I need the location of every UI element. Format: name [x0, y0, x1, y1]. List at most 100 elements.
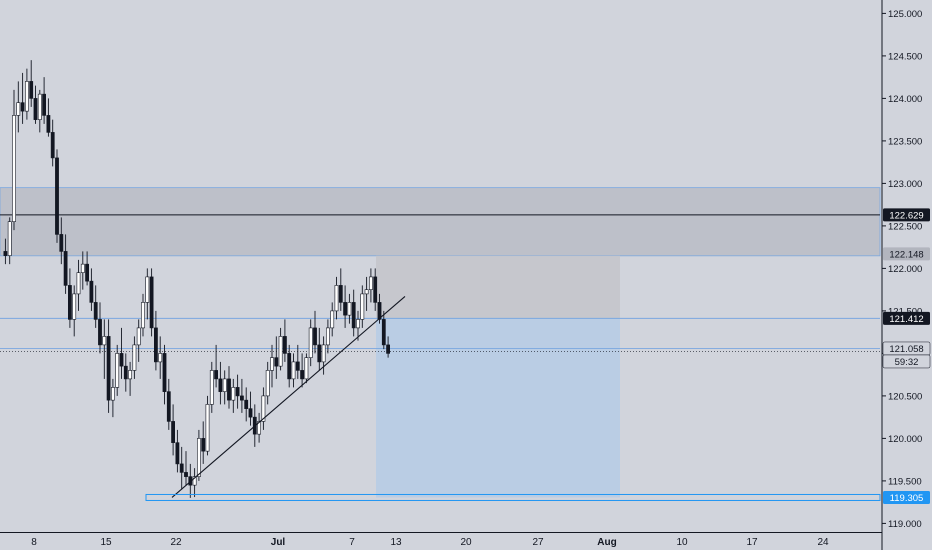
candle [145, 268, 150, 320]
candle [68, 268, 72, 328]
candle-body [287, 353, 292, 380]
candle [197, 429, 201, 481]
price-axis-panel[interactable] [882, 0, 932, 550]
candle [304, 353, 309, 384]
candle-body [12, 115, 16, 222]
candle-body [317, 344, 322, 363]
candle [214, 344, 219, 388]
candles-layer [3, 60, 391, 498]
candle [93, 285, 98, 328]
candle-body [184, 472, 188, 477]
candle-body [33, 98, 38, 120]
candle [244, 387, 249, 422]
candle-body [373, 276, 378, 303]
candle-body [270, 357, 274, 371]
price-label-target: 119.305 [883, 490, 930, 504]
candle-body [235, 387, 240, 397]
candle-body [291, 361, 296, 380]
candle-body [63, 251, 68, 286]
candle [50, 119, 55, 167]
y-tick-label: 120.500 [888, 391, 922, 402]
x-tick-label: 7 [349, 537, 355, 548]
candle [171, 404, 176, 456]
price-label-text: 59:32 [895, 357, 919, 368]
candle-body [179, 463, 184, 473]
candle-body [132, 344, 137, 371]
candle-body [257, 421, 262, 435]
candle-body [356, 319, 360, 329]
price-label-bg [883, 208, 930, 222]
candle-body [175, 442, 180, 465]
candle-body [89, 280, 94, 303]
x-tick-label: Aug [597, 537, 616, 548]
candle-body [93, 302, 98, 320]
candle-body [330, 310, 335, 329]
candle-body [136, 327, 141, 346]
candle [76, 259, 81, 311]
candle [373, 268, 378, 311]
candle-body [102, 336, 107, 346]
candle-body [231, 387, 236, 401]
candle-body [68, 285, 72, 320]
candle-body [295, 361, 300, 371]
candle [313, 310, 317, 354]
trend-line[interactable] [171, 296, 406, 498]
candle [132, 336, 137, 379]
position-target-box[interactable] [376, 318, 620, 498]
candle-body [244, 399, 249, 409]
candle [205, 395, 210, 456]
resistance-zone[interactable] [0, 187, 881, 257]
y-tick-label: 124.000 [888, 94, 922, 105]
candle-body [278, 336, 283, 367]
candle [360, 285, 365, 328]
candle [235, 374, 240, 409]
candle [265, 361, 270, 405]
candle [80, 251, 85, 290]
candle [46, 98, 51, 137]
candle-body [381, 319, 386, 346]
candle-body [171, 421, 176, 443]
candle [317, 327, 322, 371]
candle-body [321, 344, 326, 363]
candle-body [205, 404, 210, 452]
candle-body [46, 115, 51, 133]
candle [261, 387, 266, 430]
candle [278, 327, 283, 371]
candle [37, 89, 42, 133]
x-tick-label: 8 [31, 537, 37, 548]
candle [63, 234, 68, 294]
y-tick-label: 119.000 [888, 519, 922, 530]
candle-body [364, 289, 369, 295]
candle-body [162, 353, 167, 392]
candle-body [248, 408, 253, 418]
candle [257, 412, 262, 443]
y-tick-label: 125.000 [888, 9, 922, 20]
x-tick-label: 17 [746, 537, 758, 548]
candle [55, 149, 59, 243]
candle-body [300, 370, 305, 380]
position-stop-box[interactable] [376, 255, 620, 319]
candle [154, 310, 158, 371]
candle [85, 251, 90, 286]
candle [184, 451, 188, 486]
candle [119, 327, 124, 379]
candle [274, 336, 279, 379]
candle [351, 289, 356, 337]
candle-body [209, 370, 214, 405]
candle [16, 81, 21, 133]
candle-body [85, 263, 90, 282]
candle [128, 361, 133, 396]
candle-body [154, 327, 158, 363]
y-tick-label: 123.000 [888, 179, 922, 190]
candle [222, 370, 227, 405]
candle-body [308, 327, 313, 358]
price-label-entry: 121.412 [883, 311, 930, 325]
support-rectangle[interactable] [145, 493, 881, 501]
y-tick-label: 122.500 [888, 221, 922, 232]
candle [12, 89, 16, 231]
x-tick-label: 10 [676, 537, 688, 548]
candle-body [227, 378, 231, 401]
candle-body [166, 391, 171, 422]
candle [364, 276, 369, 311]
